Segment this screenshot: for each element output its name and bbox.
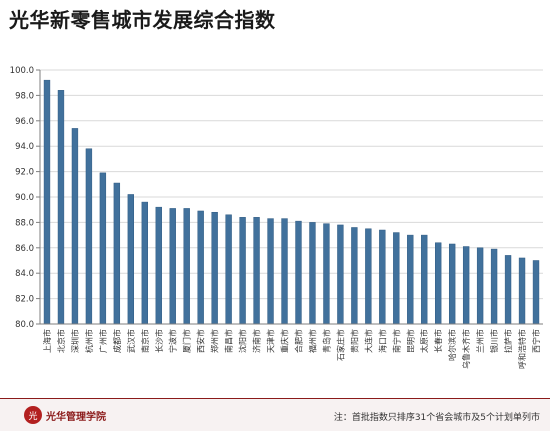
x-tick-label: 昆明市 [405, 329, 415, 353]
x-tick-label: 沈阳市 [238, 329, 248, 353]
bar [281, 218, 288, 325]
x-tick-label: 南京市 [140, 329, 150, 353]
bar [225, 214, 232, 325]
bar [462, 246, 470, 325]
y-tick-label: 98.0 [15, 91, 34, 101]
bar [309, 222, 316, 325]
y-axis-ticks: 80.0 82.0 84.0 86.0 88.0 90.0 92.0 94.0 96.0 98.0… [10, 66, 40, 330]
bar [490, 248, 498, 325]
y-tick-label: 86.0 [15, 244, 34, 254]
logo-text: 光华管理学院 [46, 411, 106, 423]
x-tick-label: 厦门市 [182, 329, 192, 353]
x-tick-label: 成都市 [112, 329, 122, 353]
x-tick-label: 南宁市 [391, 329, 401, 353]
x-axis-labels: 上海市 北京市 深圳市 杭州市 广州市 成都市 武汉市 南京市 长沙市 宁波市 厦门市 西安市 郑州市南… [42, 329, 541, 369]
school-logo: 光 光华管理学院 [24, 404, 119, 426]
bar [239, 217, 246, 325]
x-tick-label: 济南市 [252, 329, 262, 353]
x-tick-label: 海口市 [377, 329, 387, 353]
x-tick-label: 西宁市 [531, 329, 541, 353]
x-tick-label: 乌鲁木齐市 [461, 329, 471, 369]
x-tick-label: 南昌市 [224, 329, 234, 353]
bar [141, 201, 148, 325]
bar [127, 194, 135, 325]
footer-divider [0, 398, 550, 399]
x-tick-label: 银川市 [489, 329, 499, 353]
bar [43, 79, 51, 325]
x-tick-label: 福州市 [307, 329, 317, 353]
x-tick-label: 呼和浩特市 [517, 329, 527, 369]
bar [197, 210, 204, 325]
bar [169, 208, 176, 325]
bar [435, 242, 442, 325]
bar [448, 243, 456, 325]
x-tick-label: 武汉市 [126, 329, 136, 353]
bar [532, 260, 540, 325]
bar [476, 247, 484, 325]
bar [323, 223, 330, 325]
x-tick-label: 太原市 [419, 329, 429, 353]
x-tick-label: 贵阳市 [349, 329, 359, 353]
x-tick-label: 兰州市 [475, 329, 485, 353]
y-tick-label: 84.0 [15, 269, 34, 279]
x-tick-label: 长春市 [433, 329, 443, 353]
bar [337, 224, 344, 325]
x-tick-label: 拉萨市 [503, 329, 513, 353]
bar [183, 208, 190, 325]
bar [113, 182, 121, 325]
bar [71, 128, 79, 325]
footnote: 注：首批指数只排序31个省会城市及5个计划单列市 [333, 413, 540, 423]
bar [211, 211, 218, 325]
bar [155, 206, 162, 325]
bar [99, 172, 107, 325]
x-tick-label: 上海市 [42, 329, 52, 353]
x-tick-label: 青岛市 [321, 329, 331, 353]
x-tick-label: 宁波市 [168, 329, 178, 353]
y-tick-label: 90.0 [15, 193, 34, 203]
x-tick-label: 大连市 [363, 329, 373, 353]
x-tick-label: 天津市 [266, 329, 276, 353]
x-tick-label: 广州市 [98, 329, 108, 353]
bar [421, 234, 428, 325]
x-tick-label: 郑州市 [210, 329, 220, 353]
x-tick-label: 长沙市 [154, 329, 164, 353]
bar [393, 232, 400, 325]
seal-icon: 光 [24, 406, 42, 424]
y-tick-label: 94.0 [15, 142, 34, 152]
x-tick-label: 合肥市 [293, 329, 303, 353]
x-tick-label: 杭州市 [84, 329, 94, 353]
bar [85, 148, 93, 325]
bar-chart: 80.0 82.0 84.0 86.0 88.0 90.0 92.0 94.0 96.0 98.0… [10, 66, 543, 369]
bar [379, 229, 386, 325]
y-tick-label: 100.0 [10, 66, 34, 76]
bar [57, 90, 65, 325]
y-tick-label: 88.0 [15, 218, 34, 228]
x-tick-label: 重庆市 [280, 329, 290, 353]
bar [365, 228, 372, 325]
x-tick-label: 北京市 [56, 329, 66, 353]
x-tick-label: 哈尔滨市 [447, 329, 457, 361]
y-tick-label: 80.0 [15, 320, 34, 330]
bars [43, 79, 540, 325]
bar [253, 217, 260, 325]
grid-lines [40, 69, 543, 300]
bar [351, 227, 358, 325]
bar [504, 255, 512, 325]
y-tick-label: 92.0 [15, 168, 34, 178]
y-tick-label: 82.0 [15, 295, 34, 305]
y-tick-label: 96.0 [15, 117, 34, 127]
page-title: 光华新零售城市发展综合指数 [9, 8, 276, 32]
x-tick-label: 石家庄市 [335, 329, 345, 361]
bar [407, 234, 414, 325]
x-tick-label: 西安市 [196, 329, 206, 353]
bar [267, 218, 274, 325]
bar [518, 257, 526, 325]
bar [295, 220, 302, 325]
x-tick-label: 深圳市 [70, 329, 80, 353]
footer-bar [0, 399, 550, 431]
